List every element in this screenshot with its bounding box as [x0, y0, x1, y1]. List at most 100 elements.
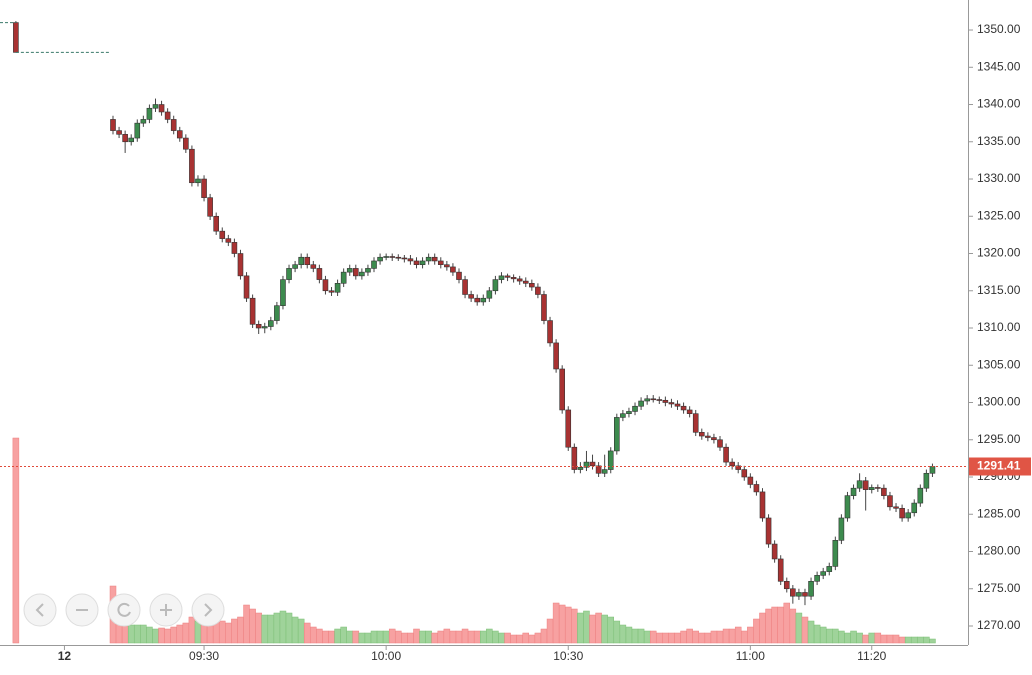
volume-bar	[134, 624, 141, 644]
volume-bar	[886, 634, 894, 644]
candle-body	[243, 275, 250, 299]
x-tick-label: 12	[58, 649, 72, 663]
candle-body	[790, 588, 796, 597]
candle-body	[334, 283, 341, 293]
volume-bar	[698, 632, 706, 644]
volume-bar	[704, 632, 712, 644]
volume-bar	[917, 636, 924, 644]
candle-body	[116, 130, 122, 135]
volume-bar	[364, 632, 372, 644]
volume-bar	[577, 612, 584, 644]
volume-bar	[929, 638, 936, 644]
candle-body	[298, 256, 304, 265]
candle-body	[383, 256, 389, 258]
candle-body	[796, 592, 802, 597]
x-tick-label: 10:30	[553, 649, 583, 663]
volume-bar	[741, 630, 748, 644]
candle-body	[231, 242, 238, 254]
candle-body	[365, 268, 371, 273]
volume-bar	[868, 632, 875, 644]
volume-bar	[473, 630, 481, 644]
volume-bar	[285, 612, 293, 644]
scroll-right-button[interactable]	[191, 593, 225, 627]
candle-body	[577, 467, 584, 470]
y-tick-label: 1280.00	[977, 544, 1021, 558]
candle-body	[674, 403, 681, 407]
scroll-left-button[interactable]	[23, 593, 57, 627]
candle-body	[292, 264, 298, 269]
zoom-in-button[interactable]	[149, 593, 183, 627]
candle-body	[741, 469, 748, 478]
volume-bar	[12, 437, 20, 644]
volume-bar	[273, 612, 281, 644]
volume-bar	[249, 608, 256, 644]
volume-bar	[243, 604, 250, 644]
candle-body	[152, 104, 159, 109]
y-tick-label: 1335.00	[977, 134, 1021, 148]
volume-bar	[844, 632, 851, 644]
candle-body	[783, 581, 790, 590]
candle-body	[377, 256, 383, 262]
y-tick-label: 1315.00	[977, 283, 1021, 297]
candle-body	[425, 256, 432, 262]
candle-body	[249, 297, 256, 325]
volume-bar	[522, 632, 530, 644]
volume-bar	[534, 632, 542, 644]
volume-bar	[710, 630, 718, 644]
candle-body	[559, 368, 565, 411]
volume-bar	[777, 606, 784, 644]
candle-body	[431, 256, 438, 262]
candle-body	[395, 256, 402, 259]
candle-body	[862, 480, 869, 490]
volume-bar	[565, 606, 572, 644]
volume-bar	[170, 626, 177, 644]
y-tick-label: 1305.00	[977, 357, 1021, 371]
candle-body	[626, 411, 632, 414]
volume-bar	[437, 630, 445, 644]
candle-body	[802, 592, 808, 597]
volume-bar	[662, 632, 669, 644]
volume-bar	[686, 628, 693, 644]
volume-bar	[127, 624, 135, 644]
candle-body	[929, 466, 936, 474]
candle-body	[905, 512, 911, 519]
volume-bar	[322, 630, 329, 644]
volume-bar	[589, 614, 596, 644]
candle-body	[547, 320, 553, 344]
volume-bar	[449, 630, 457, 644]
volume-bar	[303, 622, 311, 644]
volume-bar	[140, 624, 147, 644]
volume-bar	[552, 602, 560, 644]
candle-body	[134, 122, 141, 139]
volume-bar	[121, 625, 129, 644]
y-tick-label: 1310.00	[977, 320, 1021, 334]
volume-bar	[783, 602, 791, 644]
volume-bar	[370, 630, 378, 644]
volume-bar	[334, 628, 341, 644]
candle-body	[146, 107, 153, 120]
candle-body	[638, 400, 644, 407]
volume-bar	[461, 628, 469, 644]
candle-body	[759, 491, 766, 519]
candle-body	[571, 446, 578, 470]
reset-button[interactable]	[107, 593, 141, 627]
volume-bar	[401, 632, 408, 644]
volume-bar	[722, 628, 730, 644]
x-tick-label: 11:20	[857, 649, 886, 663]
candle-body	[911, 502, 918, 514]
candle-body	[322, 279, 329, 292]
candle-body	[832, 540, 839, 567]
volume-bar	[819, 626, 827, 644]
candle-body	[923, 472, 930, 489]
volume-bar	[862, 634, 869, 644]
zoom-controls	[23, 593, 225, 627]
candle-body	[692, 413, 699, 433]
volume-bar	[874, 632, 882, 644]
volume-bar	[649, 630, 657, 644]
volume-bar	[498, 632, 505, 644]
candle-body	[437, 260, 444, 265]
volume-bar	[255, 612, 262, 644]
zoom-out-button[interactable]	[65, 593, 99, 627]
